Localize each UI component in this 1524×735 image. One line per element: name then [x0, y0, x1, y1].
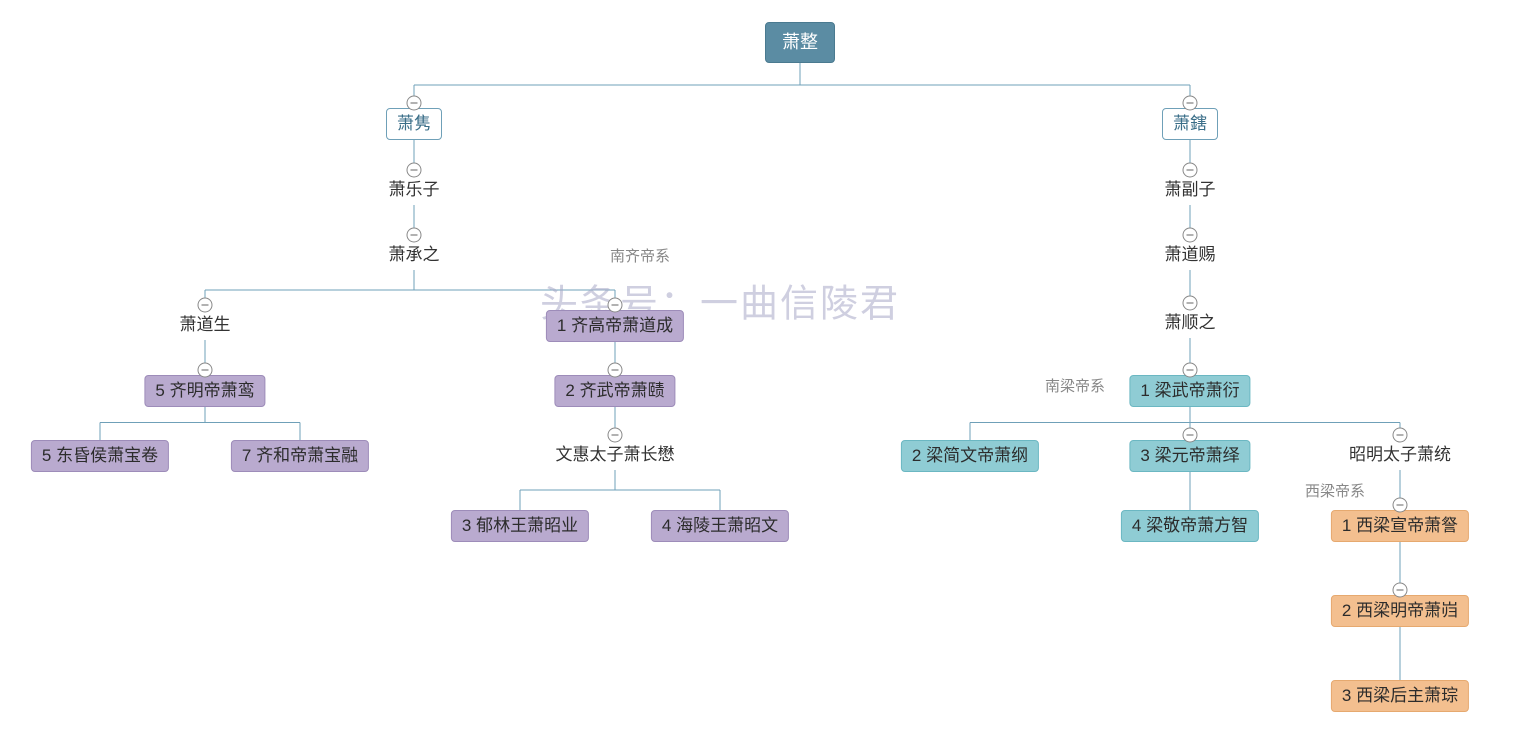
- toggle-xiaochengzhi[interactable]: [407, 228, 422, 243]
- toggle-liangyuan[interactable]: [1183, 428, 1198, 443]
- toggle-xiaodaoci[interactable]: [1183, 228, 1198, 243]
- toggle-xiaodaosheng[interactable]: [198, 298, 213, 313]
- node-xiaokai: 萧鎋: [1162, 108, 1218, 140]
- toggle-xiliangxuan[interactable]: [1393, 498, 1408, 513]
- node-yulin: 3 郁林王萧昭业: [451, 510, 589, 542]
- toggle-xiliangming[interactable]: [1393, 583, 1408, 598]
- toggle-xiaoshunzhi[interactable]: [1183, 296, 1198, 311]
- node-qigaodi: 1 齐高帝萧道成: [546, 310, 684, 342]
- node-jianwen: 2 梁简文帝萧纲: [901, 440, 1039, 472]
- node-hailing: 4 海陵王萧昭文: [651, 510, 789, 542]
- toggle-qigaodi[interactable]: [608, 298, 623, 313]
- node-liangyuan: 3 梁元帝萧绎: [1129, 440, 1250, 472]
- node-qimingdi: 5 齐明帝萧鸾: [144, 375, 265, 407]
- node-xiaofuzi: 萧副子: [1155, 175, 1226, 205]
- toggle-xiaolezi[interactable]: [407, 163, 422, 178]
- node-xilianghou: 3 西梁后主萧琮: [1331, 680, 1469, 712]
- node-xiaojun: 萧隽: [386, 108, 442, 140]
- toggle-wenhui[interactable]: [608, 428, 623, 443]
- node-xiaolezi: 萧乐子: [379, 175, 450, 205]
- toggle-zhaoming[interactable]: [1393, 428, 1408, 443]
- node-liangjing: 4 梁敬帝萧方智: [1121, 510, 1259, 542]
- node-qiwudi: 2 齐武帝萧赜: [554, 375, 675, 407]
- node-qihedi: 7 齐和帝萧宝融: [231, 440, 369, 472]
- toggle-xiaojun[interactable]: [407, 96, 422, 111]
- node-wenhui: 文惠太子萧长懋: [546, 440, 685, 470]
- node-xiaoshunzhi: 萧顺之: [1155, 308, 1226, 338]
- toggle-xiaofuzi[interactable]: [1183, 163, 1198, 178]
- toggle-qiwudi[interactable]: [608, 363, 623, 378]
- ann-nanliang: 南梁帝系: [1045, 375, 1105, 396]
- ann-xiliang: 西梁帝系: [1305, 480, 1365, 501]
- node-xiaodaoci: 萧道赐: [1155, 240, 1226, 270]
- node-root: 萧整: [765, 22, 835, 63]
- toggle-liangwudi[interactable]: [1183, 363, 1198, 378]
- node-xiaodaosheng: 萧道生: [170, 310, 241, 340]
- toggle-xiaokai[interactable]: [1183, 96, 1198, 111]
- node-zhaoming: 昭明太子萧统: [1339, 440, 1461, 470]
- ann-nanqi: 南齐帝系: [610, 245, 670, 266]
- node-xiliangxuan: 1 西梁宣帝萧詧: [1331, 510, 1469, 542]
- node-donghun: 5 东昏侯萧宝卷: [31, 440, 169, 472]
- node-liangwudi: 1 梁武帝萧衍: [1129, 375, 1250, 407]
- connector-layer: [0, 0, 1524, 735]
- node-xiliangming: 2 西梁明帝萧岿: [1331, 595, 1469, 627]
- toggle-qimingdi[interactable]: [198, 363, 213, 378]
- node-xiaochengzhi: 萧承之: [379, 240, 450, 270]
